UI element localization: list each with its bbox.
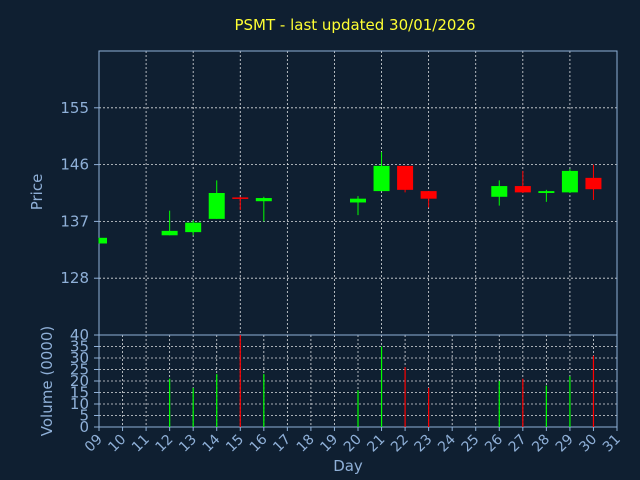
- price-tick-label: 155: [60, 99, 89, 117]
- x-tick-label: 30: [576, 432, 600, 456]
- candle-body: [350, 198, 366, 203]
- x-tick-label: 22: [388, 432, 412, 456]
- x-tick-label: 12: [153, 432, 177, 456]
- candle-body: [161, 230, 178, 236]
- x-tick-label: 14: [200, 431, 224, 455]
- volume-tick-label: 35: [70, 338, 89, 356]
- candle-body: [232, 197, 249, 199]
- x-axis-label: Day: [333, 457, 363, 475]
- price-tick-label: 146: [60, 156, 89, 174]
- price-tick-label: 128: [60, 269, 89, 287]
- price-tick-label: 137: [60, 212, 89, 230]
- x-tick-label: 25: [459, 432, 483, 456]
- candle-body: [491, 186, 508, 197]
- x-tick-label: 20: [341, 432, 365, 456]
- price-axis-label: Price: [28, 174, 46, 211]
- candle-body: [514, 186, 531, 193]
- candle-body: [561, 170, 578, 193]
- volume-tick-label: 20: [70, 372, 89, 390]
- volume-tick-label: 5: [79, 407, 89, 425]
- volume-tick-label: 10: [70, 395, 89, 413]
- x-tick-label: 21: [364, 432, 388, 456]
- candle-body: [585, 177, 602, 190]
- candle-body: [185, 222, 202, 233]
- volume-tick-label: 0: [79, 418, 89, 436]
- volume-tick-label: 30: [70, 349, 89, 367]
- candle-body: [538, 191, 555, 193]
- x-tick-label: 26: [482, 431, 506, 455]
- x-tick-label: 23: [412, 432, 436, 456]
- x-tick-label: 15: [223, 432, 247, 456]
- x-tick-label: 17: [270, 432, 294, 456]
- x-tick-label: 31: [600, 432, 624, 456]
- x-tick-label: 10: [105, 432, 129, 456]
- x-tick-label: 19: [317, 432, 341, 456]
- x-tick-label: 18: [294, 432, 318, 456]
- x-tick-label: 13: [176, 432, 200, 456]
- candle-body: [208, 193, 225, 219]
- volume-tick-label: 40: [70, 326, 89, 344]
- volume-tick-label: 25: [70, 361, 89, 379]
- volume-tick-label: 15: [70, 384, 89, 402]
- chart-title: PSMT - last updated 30/01/2026: [234, 16, 475, 34]
- volume-axis-label: Volume (0000): [38, 326, 56, 436]
- candle-body: [99, 237, 107, 244]
- x-tick-label: 27: [506, 432, 530, 456]
- candle-body: [420, 191, 437, 199]
- candle-body: [255, 198, 272, 202]
- candle-body: [373, 165, 390, 192]
- price-panel: 128 137 146 155: [60, 50, 618, 336]
- x-tick-label: 28: [529, 432, 553, 456]
- x-tick-label: 11: [129, 432, 153, 456]
- x-tick-label: 24: [435, 431, 459, 455]
- x-tick-label: 29: [553, 432, 577, 456]
- x-tick-label: 16: [247, 431, 271, 455]
- candle-body: [397, 165, 414, 190]
